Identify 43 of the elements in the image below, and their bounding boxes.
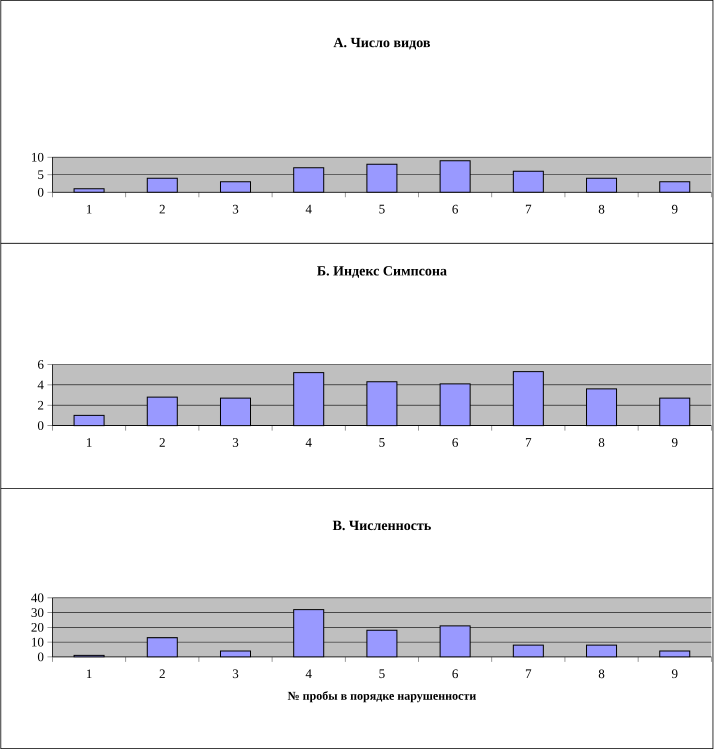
x-tick-label: 4 xyxy=(306,669,312,678)
x-tick-label: 8 xyxy=(598,204,604,214)
y-tick-label: 0 xyxy=(38,652,44,662)
x-tick-label: 6 xyxy=(452,204,458,214)
x-tick-label: 5 xyxy=(380,438,385,447)
y-tick-label: 40 xyxy=(31,593,44,602)
x-tick-label: 3 xyxy=(232,438,238,447)
x-tick-label: 2 xyxy=(160,669,165,678)
x-tick-label: 1 xyxy=(87,669,92,678)
x-tick-label: 2 xyxy=(160,438,165,447)
y-tick-label: 10 xyxy=(32,638,44,647)
x-tick-label: 1 xyxy=(87,438,92,447)
x-tick-label: 4 xyxy=(306,204,312,214)
y-tick-label: 6 xyxy=(38,360,44,369)
x-tick-label: 7 xyxy=(526,438,532,447)
x-tick-label: 9 xyxy=(672,204,678,214)
chart-title: Б. Индекс Симпсона xyxy=(317,266,447,278)
x-tick-label: 4 xyxy=(306,438,312,447)
x-tick-label: 1 xyxy=(87,204,92,214)
x-tick-label: 9 xyxy=(672,669,678,678)
x-tick-label: 8 xyxy=(598,438,604,447)
x-tick-label: 5 xyxy=(380,204,385,214)
x-tick-label: 5 xyxy=(380,669,385,678)
x-tick-label: 3 xyxy=(232,204,238,214)
x-tick-label: 9 xyxy=(672,438,678,447)
x-tick-label: 8 xyxy=(598,669,604,678)
chart-title: А. Число видов xyxy=(334,38,430,50)
x-tick-label: 7 xyxy=(526,669,532,678)
y-tick-label: 30 xyxy=(32,608,44,617)
y-tick-label: 10 xyxy=(32,152,44,162)
y-tick-label: 0 xyxy=(38,421,44,430)
x-tick-label: 3 xyxy=(232,669,238,678)
x-tick-label: 6 xyxy=(452,438,458,447)
chart-title: В. Численность xyxy=(332,520,432,530)
y-tick-label: 20 xyxy=(32,622,44,632)
x-tick-label: 7 xyxy=(526,204,532,214)
x-tick-label: 2 xyxy=(160,204,165,214)
y-tick-label: 0 xyxy=(38,188,44,197)
y-tick-label: 4 xyxy=(38,380,44,390)
y-tick-label: 5 xyxy=(38,170,44,180)
x-axis-title: № пробы в порядке нарушенности xyxy=(288,691,476,702)
x-tick-label: 6 xyxy=(452,669,458,678)
y-tick-label: 2 xyxy=(38,400,44,410)
